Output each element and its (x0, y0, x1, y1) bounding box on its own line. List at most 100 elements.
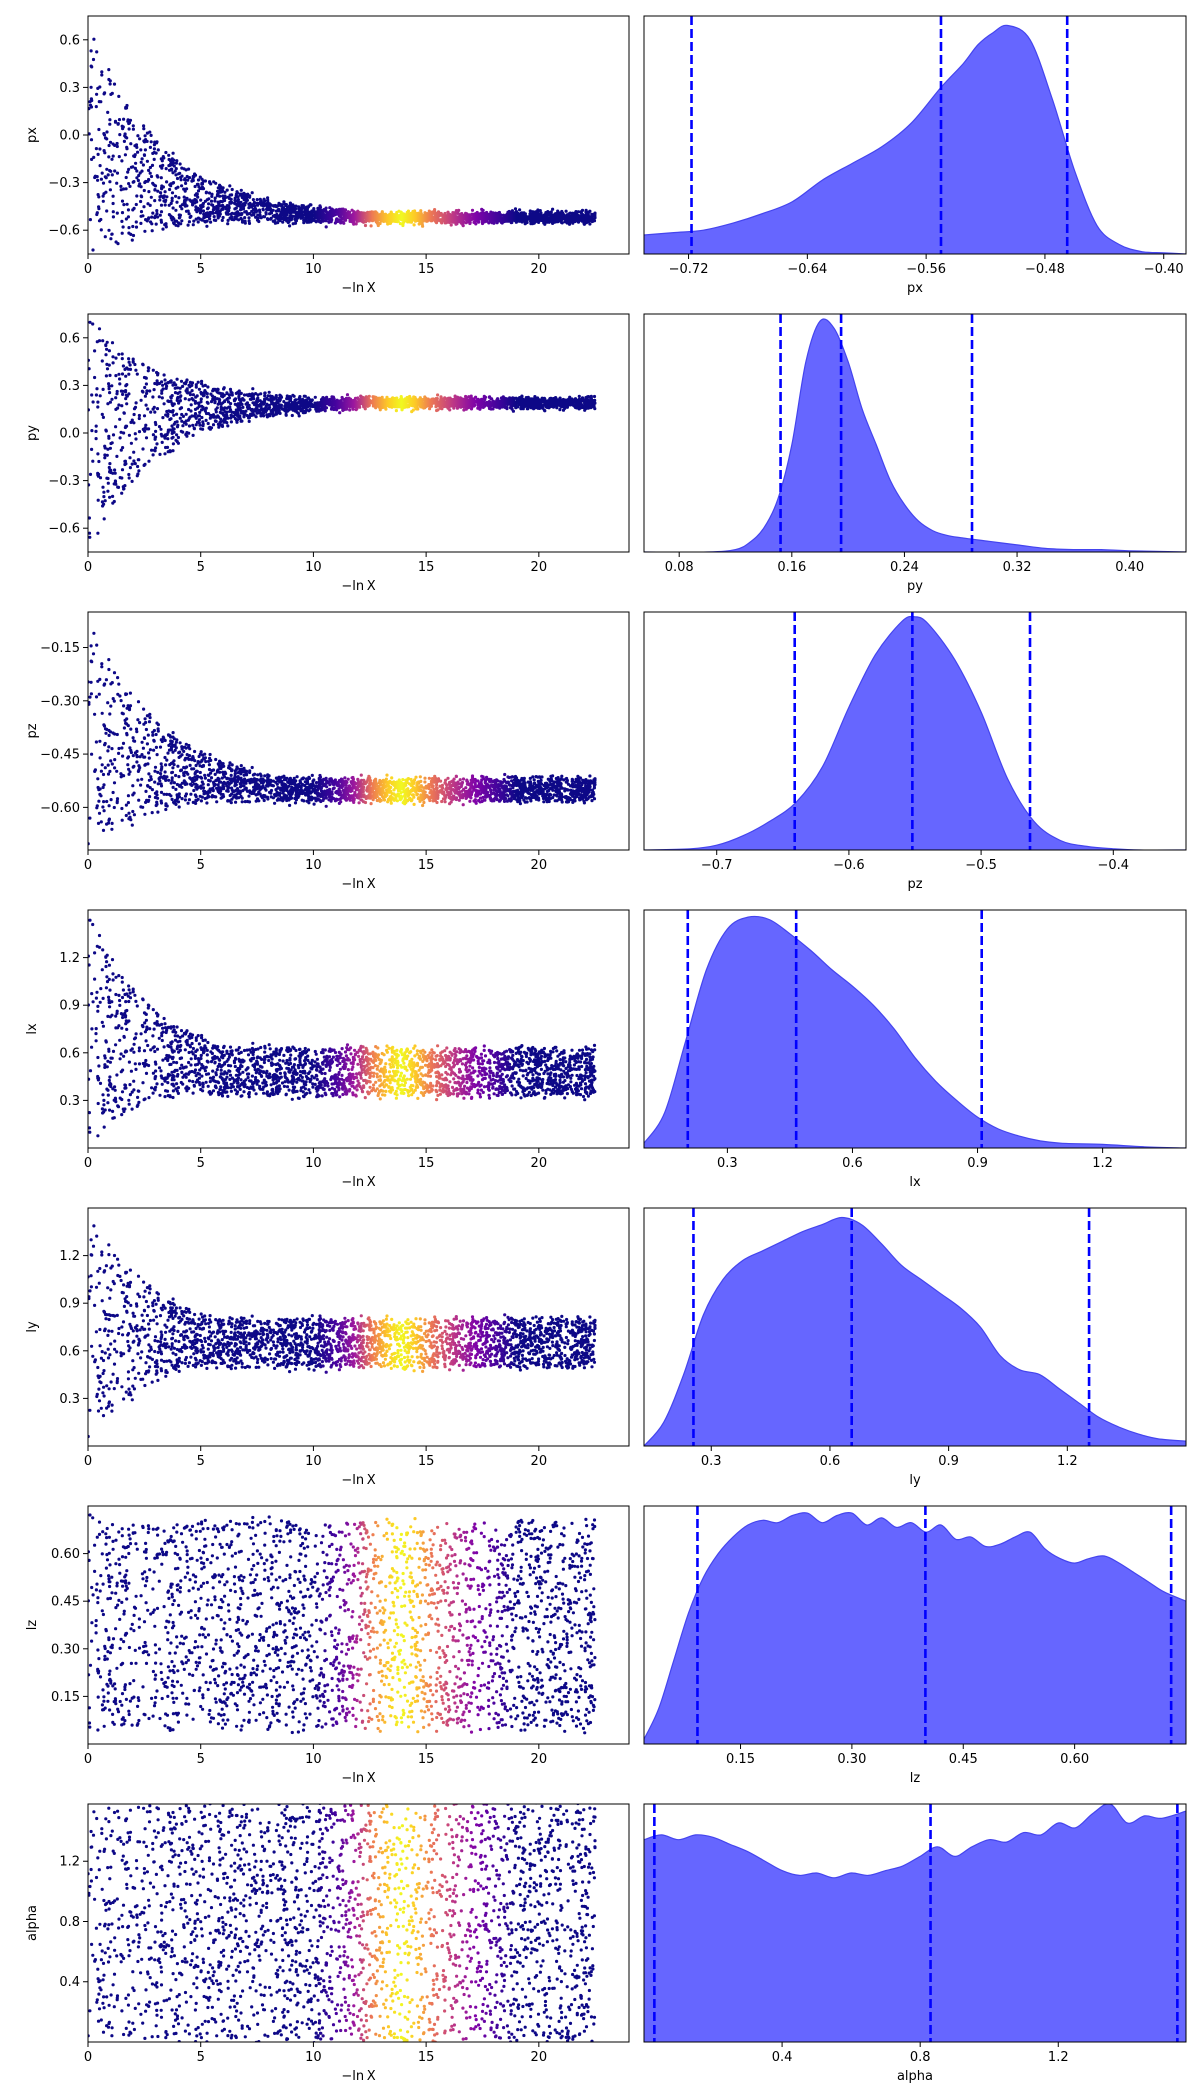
density-fill-lx (644, 916, 1186, 1148)
y-tick-label: 0.9 (59, 999, 80, 1014)
x-axis-label: −ln X (341, 2069, 375, 2084)
y-tick-label: 0.3 (59, 1094, 80, 1109)
x-axis-label: −ln X (341, 1771, 375, 1786)
y-tick-label: 0.6 (59, 1046, 80, 1061)
density-fill-alpha (644, 1804, 1186, 2042)
scatter-points-pz (87, 632, 597, 846)
y-tick-label: 0.4 (59, 1975, 80, 1990)
x-tick-label: −0.48 (1025, 262, 1065, 277)
x-tick-label: 20 (531, 1156, 548, 1171)
y-tick-label: 0.3 (59, 379, 80, 394)
x-tick-label: 0.08 (665, 560, 694, 575)
density-x-axis-label: py (907, 579, 923, 594)
scatter-points-ly (87, 1224, 597, 1438)
x-tick-label: 15 (418, 1454, 435, 1469)
y-axis-label: py (25, 425, 40, 441)
x-tick-label: 0 (84, 560, 92, 575)
x-tick-label: 0.6 (842, 1156, 863, 1171)
y-tick-label: −0.6 (48, 224, 80, 239)
scatter-cloud (87, 1513, 597, 1734)
density-x-axis-label: pz (907, 877, 922, 892)
density-line-py (644, 319, 1186, 552)
x-tick-label: 0.8 (910, 2050, 931, 2065)
scatter-points-px (87, 38, 596, 252)
x-tick-label: 5 (197, 262, 205, 277)
x-tick-label: 0 (84, 1454, 92, 1469)
y-tick-label: 0.6 (59, 331, 80, 346)
density-fill-ly (644, 1218, 1186, 1447)
y-tick-label: 0.9 (59, 1297, 80, 1312)
x-tick-label: −0.56 (906, 262, 946, 277)
x-tick-label: 0.24 (890, 560, 919, 575)
x-tick-label: 5 (197, 2050, 205, 2065)
x-tick-label: −0.4 (1098, 858, 1130, 873)
x-tick-label: 15 (418, 1752, 435, 1767)
x-tick-label: 5 (197, 858, 205, 873)
y-tick-label: 0.60 (51, 1547, 80, 1562)
x-tick-label: 20 (531, 560, 548, 575)
density-x-axis-label: alpha (897, 2069, 933, 2084)
x-axis-label: −ln X (341, 1175, 375, 1190)
y-tick-label: −0.15 (40, 641, 80, 656)
density-x-axis-label: lz (910, 1771, 921, 1786)
x-tick-label: 0.4 (772, 2050, 793, 2065)
x-tick-label: 0.40 (1115, 560, 1144, 575)
scatter-axes-frame (88, 910, 629, 1148)
scatter-cloud (87, 321, 597, 539)
x-axis-label: −ln X (341, 281, 375, 296)
scatter-points-py (87, 321, 597, 539)
y-tick-label: −0.45 (40, 748, 80, 763)
x-tick-label: 5 (197, 1752, 205, 1767)
x-tick-label: 15 (418, 2050, 435, 2065)
x-tick-label: 10 (305, 262, 322, 277)
y-tick-label: −0.6 (48, 522, 80, 537)
x-tick-label: 0 (84, 1156, 92, 1171)
x-tick-label: 0 (84, 2050, 92, 2065)
x-tick-label: 0.9 (938, 1454, 959, 1469)
y-axis-label: px (25, 127, 40, 143)
x-tick-label: 1.2 (1048, 2050, 1069, 2065)
x-tick-label: 1.2 (1092, 1156, 1113, 1171)
x-tick-label: 5 (197, 1454, 205, 1469)
x-tick-label: 10 (305, 1752, 322, 1767)
x-tick-label: 20 (531, 858, 548, 873)
density-axes-frame (644, 314, 1186, 552)
scatter-cloud (87, 1224, 597, 1438)
scatter-cloud (87, 38, 596, 252)
x-tick-label: 0 (84, 262, 92, 277)
x-tick-label: 20 (531, 262, 548, 277)
x-tick-label: 1.2 (1057, 1454, 1078, 1469)
y-tick-label: 0.3 (59, 1392, 80, 1407)
density-x-axis-label: ly (909, 1473, 921, 1488)
density-x-axis-label: lx (909, 1175, 921, 1190)
x-tick-label: 0.45 (949, 1752, 978, 1767)
x-tick-label: −0.40 (1144, 262, 1184, 277)
x-tick-label: −0.64 (787, 262, 827, 277)
y-axis-label: lx (25, 1023, 40, 1035)
row-pz: 0 5 10 15 20−ln X−0.15−0.30−0.45−0.60pz−0.7−… (25, 612, 1186, 892)
x-tick-label: 0 (84, 858, 92, 873)
y-axis-label: ly (25, 1321, 40, 1333)
x-tick-label: −0.5 (965, 858, 997, 873)
density-fill-lz (644, 1513, 1186, 1744)
x-tick-label: 10 (305, 1454, 322, 1469)
y-tick-label: −0.60 (40, 801, 80, 816)
density-fill-px (644, 25, 1186, 254)
scatter-points-lz (87, 1513, 597, 1734)
y-tick-label: −0.3 (48, 474, 80, 489)
y-tick-label: 1.2 (59, 1249, 80, 1264)
x-tick-label: 10 (305, 560, 322, 575)
x-tick-label: −0.6 (833, 858, 865, 873)
y-tick-label: 0.45 (51, 1595, 80, 1610)
x-tick-label: 15 (418, 560, 435, 575)
x-axis-label: −ln X (341, 877, 375, 892)
x-tick-label: 10 (305, 858, 322, 873)
scatter-cloud (87, 1800, 597, 2047)
y-axis-label: lz (25, 1620, 40, 1631)
x-tick-label: 0.9 (967, 1156, 988, 1171)
y-tick-label: 0.6 (59, 1344, 80, 1359)
scatter-cloud (87, 632, 597, 846)
